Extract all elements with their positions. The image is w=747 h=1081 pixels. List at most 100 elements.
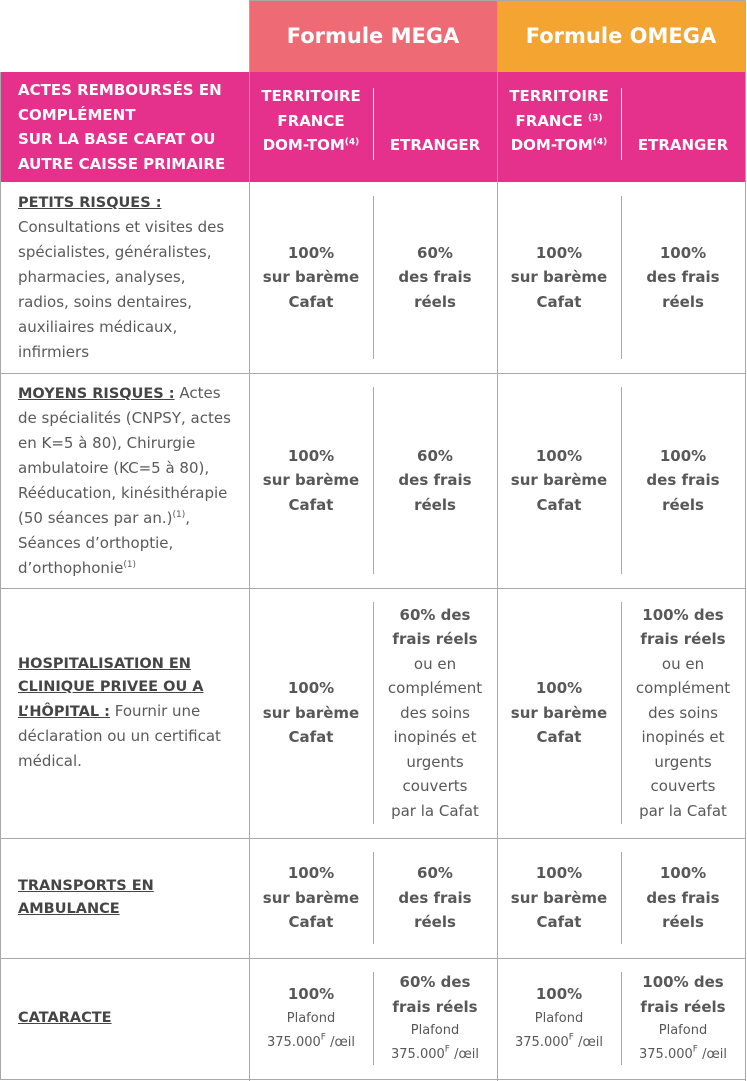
mega-title: Formule MEGA [286, 24, 460, 48]
row-label-cell: TRANSPORTS EN AMBULANCE [0, 838, 249, 958]
text-run: sur barème [510, 703, 608, 722]
text-line: Cafat [289, 725, 334, 750]
text-run: 100% [659, 864, 707, 883]
text-run: 100% des [642, 605, 724, 624]
text-line: 375.000F /œil [391, 1043, 479, 1067]
text-line: couverts [403, 774, 468, 799]
value-cell: 60% des frais réels ou en complément des soi… [373, 588, 497, 838]
value-cell: 100% des frais réels ou en complément des so… [621, 588, 745, 838]
text-line: 100% [536, 861, 582, 886]
text-run: 100% [535, 243, 583, 262]
row-label-cell: PETITS RISQUES : Consultations et visite… [0, 182, 249, 373]
text-line: des frais [398, 265, 471, 290]
text-line: 100% des [642, 603, 723, 628]
text-line: des frais [646, 265, 719, 290]
row-divider [0, 588, 745, 589]
text-line: 60% [417, 241, 453, 266]
text-line: 100% [288, 676, 334, 701]
row-label: HOSPITALISATION EN CLINIQUE PRIVEE OU A … [0, 653, 249, 774]
text-line: urgents [406, 750, 463, 775]
column-border [249, 0, 250, 1081]
text-run: par la Cafat [391, 801, 479, 820]
text-line: Cafat [537, 725, 582, 750]
text-line: réels [414, 910, 456, 935]
text-run: ETRANGER [389, 135, 481, 154]
text-line: sur barème [263, 468, 359, 493]
text-line: des frais [398, 886, 471, 911]
text-line: frais réels [640, 995, 725, 1020]
text-line: DOM-TOM(4) [263, 133, 360, 158]
text-run: frais réels [392, 630, 478, 649]
text-run: 100% [287, 985, 335, 1004]
text-line: Cafat [289, 493, 334, 518]
text-run: FRANCE [515, 111, 588, 130]
text-line: 100% [660, 861, 706, 886]
value-cell: 100% des frais réels Plafond 375.000F /œil [621, 958, 745, 1079]
text-line: ou en [414, 652, 456, 677]
text-run: sur barème [262, 888, 360, 907]
text-run: sur barème [262, 703, 360, 722]
text-line: ETRANGER [390, 133, 480, 158]
subheader-divider [373, 88, 374, 160]
text-line: sur barème [511, 265, 607, 290]
text-line: par la Cafat [639, 799, 727, 824]
text-line: Cafat [537, 493, 582, 518]
text-run: Cafat [536, 495, 582, 514]
value-cell: 100% Plafond 375.000F /œil [497, 958, 621, 1079]
text-line: 100% [660, 241, 706, 266]
text-run: 375.000 [391, 1047, 445, 1062]
text-line: AUTRE CAISSE PRIMAIRE [18, 152, 225, 177]
text-run: /œil [697, 1047, 727, 1062]
text-run: sur barème [510, 471, 608, 490]
text-run: 60% [417, 446, 453, 465]
value-cell: 100% sur barème Cafat [249, 373, 373, 588]
text-run: frais réels [640, 997, 726, 1016]
text-line: FRANCE [277, 109, 344, 134]
text-run: Cafat [536, 292, 582, 311]
cell-divider [621, 387, 622, 574]
text-line: ou en [662, 652, 704, 677]
text-run: complément [387, 679, 483, 698]
text-line: 60% [417, 444, 453, 469]
text-line: sur barème [511, 468, 607, 493]
text-line: par la Cafat [391, 799, 479, 824]
text-run: des soins [648, 703, 718, 722]
text-run: des frais [398, 888, 472, 907]
subheader-band [0, 72, 745, 182]
row-heading: CATARACTE [18, 1010, 112, 1026]
row-label-cell: MOYENS RISQUES : Actes de spécialités (C… [0, 373, 249, 588]
text-line: FRANCE (3) [516, 109, 603, 134]
superscript: (4) [592, 137, 608, 148]
row-label-cell: CATARACTE [0, 958, 249, 1079]
text-line: Cafat [537, 910, 582, 935]
text-run: 100% [535, 985, 583, 1004]
text-run: 60% [417, 864, 453, 883]
text-line: 100% [660, 444, 706, 469]
text-run: des frais [646, 471, 720, 490]
text-run: réels [414, 292, 456, 311]
text-line: SUR LA BASE CAFAT OU [18, 127, 215, 152]
text-run: /œil [449, 1047, 479, 1062]
text-run: 100% [287, 446, 335, 465]
cell-divider [373, 387, 374, 574]
cell-divider [373, 196, 374, 359]
cell-divider [621, 602, 622, 824]
text-run: par la Cafat [639, 801, 727, 820]
text-line: sur barème [263, 265, 359, 290]
text-run: 60% [417, 243, 453, 262]
text-line: des frais [646, 886, 719, 911]
text-run: Plafond [286, 1010, 336, 1026]
text-line: 100% [536, 444, 582, 469]
cell-divider [621, 972, 622, 1065]
text-line: réels [662, 910, 704, 935]
text-line: inopinés et [642, 725, 725, 750]
subheader-cell: TERRITOIRE FRANCE DOM-TOM(4) [249, 86, 373, 156]
text-run: Cafat [536, 913, 582, 932]
superscript: (1) [172, 509, 186, 520]
top-border [249, 0, 746, 1]
value-cell: 60% des frais réels Plafond 375.000F /œil [373, 958, 497, 1079]
text-run: DOM-TOM [510, 136, 593, 155]
text-run: COMPLÉMENT [18, 105, 136, 124]
text-run: Consultations et visites des spécialiste… [18, 218, 225, 361]
